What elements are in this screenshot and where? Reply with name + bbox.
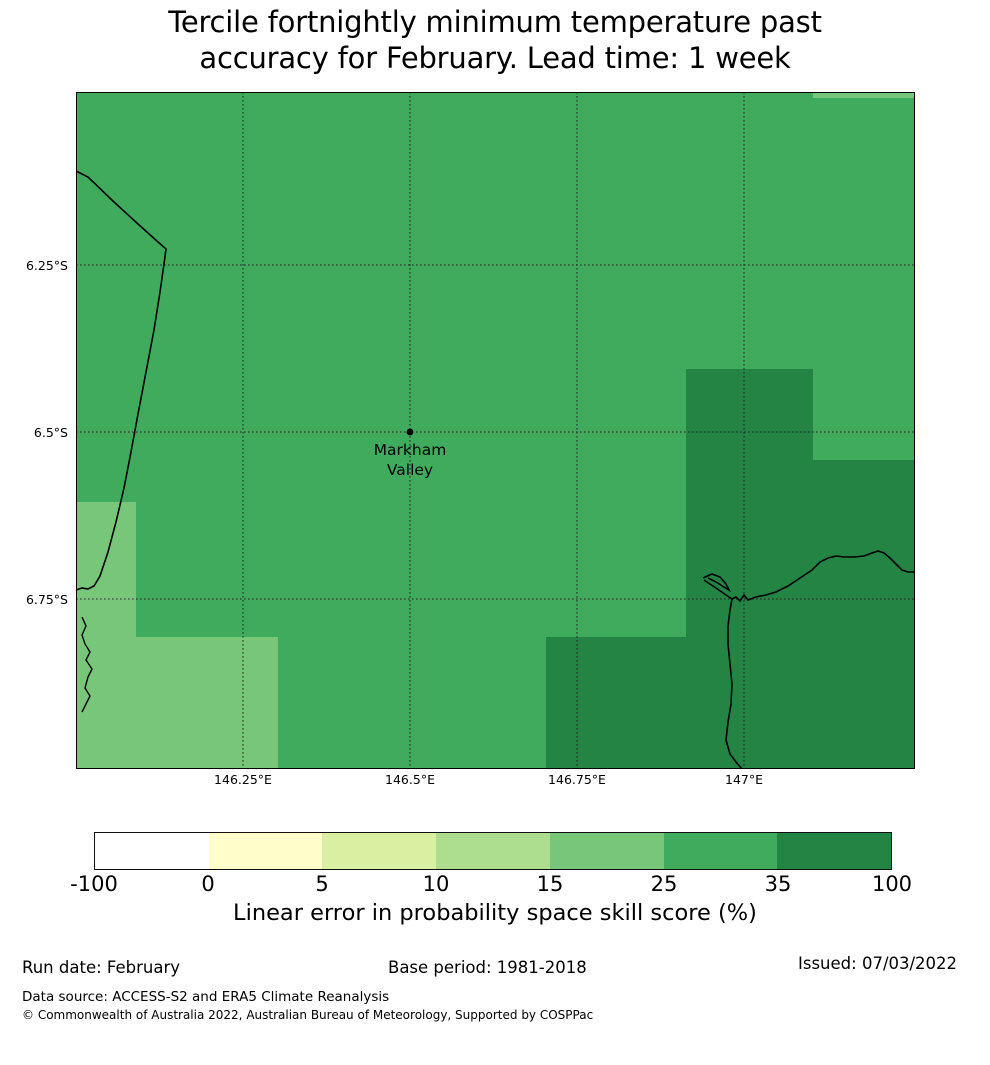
colorbar [94, 832, 892, 870]
y-axis-tick-1: 6.5°S [33, 425, 68, 440]
coastline-west-lower [81, 616, 93, 713]
footer-copyright: © Commonwealth of Australia 2022, Austra… [22, 1008, 594, 1022]
colorbar-swatch-0 [95, 833, 209, 869]
colorbar-tick-2: 5 [315, 872, 329, 896]
colorbar-swatch-5 [663, 833, 778, 869]
heatmap-cell-darkblock-d [546, 637, 691, 769]
y-axis-tick-0: 6.25°S [25, 258, 68, 273]
heatmap-cell-darkblock-a [686, 369, 813, 508]
x-axis-tick-2: 146.75°E [548, 772, 606, 787]
colorbar-swatch-4 [549, 833, 664, 869]
map-frame [76, 92, 915, 769]
colorbar-tick-6: 35 [764, 872, 792, 896]
colorbar-tick-1: 0 [201, 872, 215, 896]
heatmap-cell-lightblock-a [76, 502, 136, 637]
y-axis-tick-2: 6.75°S [25, 592, 68, 607]
footer-issued-date: Issued: 07/03/2022 [798, 954, 958, 973]
colorbar-swatch-1 [208, 833, 323, 869]
x-axis-tick-1: 146.5°E [385, 772, 435, 787]
footer-run-date: Run date: February [22, 958, 181, 977]
map-gridlines [76, 92, 915, 769]
colorbar-swatch-3 [436, 833, 550, 869]
colorbar-tick-5: 25 [650, 872, 678, 896]
city-marker-dot [406, 428, 414, 436]
heatmap-cell-darkblock-b [686, 508, 915, 769]
colorbar-swatches [94, 832, 892, 870]
heatmap-cell-darkblock-c [813, 460, 915, 520]
colorbar-tick-3: 10 [422, 872, 450, 896]
footer-base-period: Base period: 1981-2018 [388, 958, 587, 977]
coastline-west [76, 170, 167, 591]
heatmap-cell-topright [813, 92, 915, 98]
coastline-east [702, 573, 731, 593]
page-title: Tercile fortnightly minimum temperature … [168, 5, 822, 75]
colorbar-tick-7: 100 [871, 872, 913, 896]
colorbar-swatch-2 [322, 833, 437, 869]
x-axis-tick-0: 146.25°E [214, 772, 272, 787]
coastline-east-shore [703, 550, 915, 603]
colorbar-tick-4: 15 [536, 872, 564, 896]
river-east [725, 598, 743, 769]
footer-data-source: Data source: ACCESS-S2 and ERA5 Climate … [22, 989, 390, 1005]
x-axis-tick-3: 147°E [724, 772, 764, 787]
map-raster [76, 92, 915, 769]
colorbar-swatch-6 [777, 833, 892, 869]
heatmap-cell-lightblock-b [76, 637, 278, 769]
colorbar-tick-0: -100 [70, 872, 118, 896]
map-panel: Markham Valley [76, 92, 915, 769]
colorbar-axis-label: Linear error in probability space skill … [233, 900, 757, 926]
